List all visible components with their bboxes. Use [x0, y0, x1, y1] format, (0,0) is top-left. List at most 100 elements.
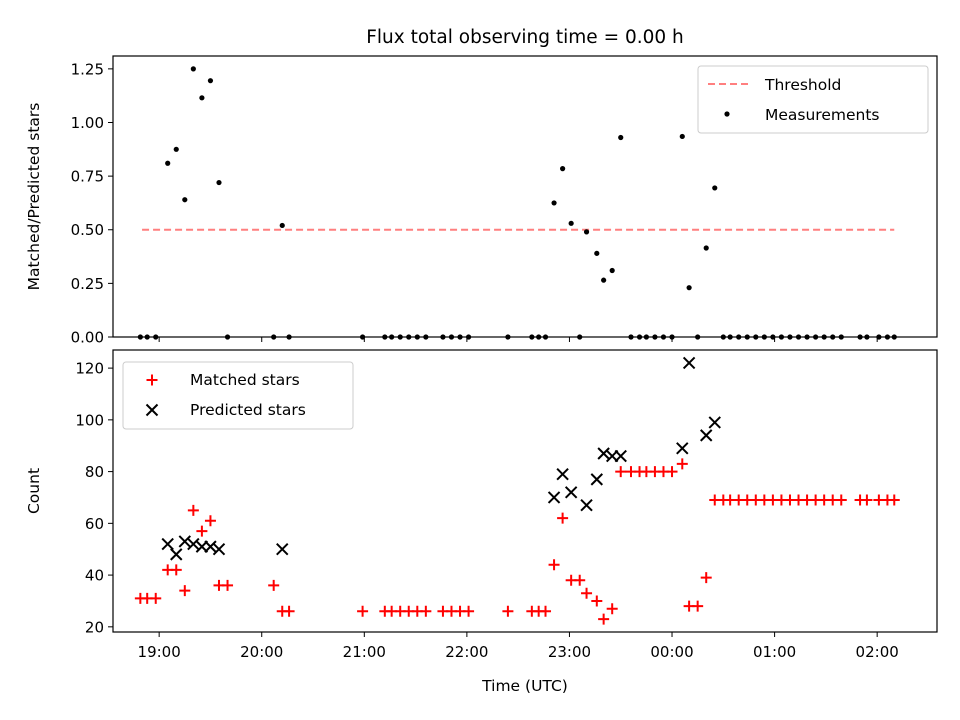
- x-tick-label: 22:00: [445, 643, 488, 661]
- data-point: [150, 592, 162, 604]
- data-point: [279, 222, 285, 229]
- y-axis-label: Count: [25, 468, 43, 514]
- data-point: [547, 491, 561, 504]
- data-point: [568, 220, 574, 226]
- data-point: [187, 537, 200, 551]
- y-axis-label: Matched/Predicted stars: [25, 103, 43, 291]
- data-point: [170, 564, 182, 576]
- y-tick-label: 100: [75, 411, 104, 429]
- legend-matched-swatch: [146, 374, 158, 386]
- data-point: [540, 605, 552, 617]
- y-tick-label: 0.00: [71, 329, 104, 347]
- data-point: [283, 605, 295, 617]
- legend-predicted-swatch: [145, 403, 159, 417]
- top-panel: 0.00 0.25 0.50 0.75 1.00 1.25 Matched/Predicte…: [25, 55, 938, 347]
- data-point: [178, 535, 192, 548]
- data-point: [708, 416, 721, 429]
- data-point: [679, 133, 685, 140]
- x-tick-label: 02:00: [856, 643, 899, 661]
- data-point: [614, 449, 627, 463]
- data-point: [682, 356, 696, 370]
- legend-label: Predicted stars: [190, 401, 306, 419]
- data-point: [618, 134, 624, 141]
- data-point: [835, 494, 847, 506]
- y-tick-label: 40: [85, 567, 104, 585]
- data-point: [686, 285, 692, 291]
- data-point: [676, 458, 688, 470]
- data-point: [692, 600, 704, 612]
- data-point: [609, 267, 615, 274]
- y-tick-label: 80: [85, 463, 104, 481]
- data-point: [700, 572, 712, 584]
- data-point: [712, 185, 718, 191]
- y-tick-label: 0.75: [71, 168, 104, 186]
- data-point: [666, 466, 678, 478]
- data-point: [182, 197, 188, 203]
- data-point: [888, 494, 900, 506]
- chart-title: Flux total observing time = 0.00 h: [366, 27, 684, 48]
- data-point: [581, 587, 593, 599]
- data-point: [556, 467, 569, 481]
- legend-box: [122, 361, 354, 430]
- data-point: [276, 543, 289, 556]
- x-tick-label: 19:00: [138, 643, 181, 661]
- y-tick-label: 120: [75, 360, 104, 378]
- data-point: [187, 504, 199, 516]
- data-point: [560, 166, 566, 172]
- data-point: [580, 499, 593, 512]
- data-point: [179, 585, 191, 597]
- data-point: [861, 494, 873, 506]
- legend-measurements-swatch: [724, 111, 730, 117]
- data-point: [173, 146, 179, 152]
- legend-box: [697, 65, 929, 134]
- data-point: [463, 605, 475, 617]
- data-point: [700, 429, 713, 442]
- data-point: [551, 200, 557, 206]
- data-point: [216, 179, 222, 186]
- data-point: [196, 525, 208, 537]
- legend-label: Matched stars: [190, 371, 300, 389]
- data-point: [204, 540, 217, 553]
- data-point: [591, 595, 603, 607]
- bottom-panel: 19:00 20:00 21:00 22:00 23:00 00:00 01:00 02:00…: [25, 349, 938, 695]
- data-point: [548, 559, 560, 571]
- legend-label: Measurements: [765, 106, 880, 124]
- x-tick-label: 01:00: [753, 643, 796, 661]
- x-tick-label: 23:00: [548, 643, 591, 661]
- data-point: [557, 512, 569, 524]
- y-tick-label: 60: [85, 515, 104, 533]
- x-tick-label: 00:00: [650, 643, 693, 661]
- data-point: [590, 473, 604, 486]
- y-tick-label: 1.25: [71, 60, 104, 78]
- data-point: [222, 579, 234, 591]
- data-point: [583, 229, 590, 235]
- data-point: [212, 543, 226, 556]
- legend-label: Threshold: [764, 76, 841, 94]
- data-point: [165, 160, 171, 166]
- data-point: [207, 78, 214, 84]
- data-point: [357, 605, 369, 617]
- legend: Matched stars Predicted stars: [122, 361, 354, 430]
- data-point: [598, 613, 610, 625]
- data-point: [161, 537, 174, 551]
- data-point: [564, 486, 578, 499]
- data-point: [601, 277, 607, 283]
- data-point: [676, 442, 689, 455]
- data-point: [170, 548, 183, 561]
- plot-frame: [112, 349, 938, 633]
- data-point: [615, 466, 627, 478]
- data-point: [190, 66, 196, 72]
- x-tick-label: 20:00: [240, 643, 283, 661]
- series-matched-stars: [134, 458, 900, 625]
- plot-frame: [112, 55, 938, 338]
- y-tick-label: 0.25: [71, 275, 104, 293]
- series-predicted-stars: [161, 356, 721, 561]
- data-point: [606, 603, 618, 615]
- y-tick-label: 1.00: [71, 114, 104, 132]
- y-tick-label: 0.50: [71, 221, 104, 239]
- data-point: [502, 605, 514, 617]
- legend: Threshold Measurements: [697, 65, 929, 134]
- y-tick-label: 20: [85, 618, 104, 636]
- data-point: [574, 574, 586, 586]
- x-axis-label: Time (UTC): [481, 677, 568, 695]
